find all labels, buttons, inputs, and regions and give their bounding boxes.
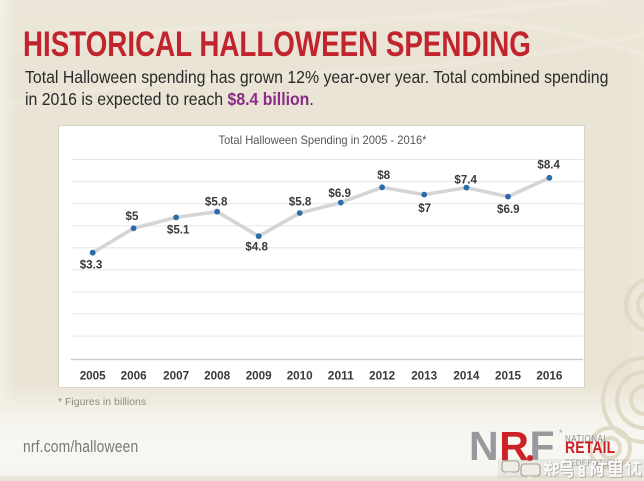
svg-text:2014: 2014 [453, 369, 479, 383]
svg-text:2010: 2010 [287, 369, 313, 383]
svg-text:Total Halloween Spending in 20: Total Halloween Spending in 2005 - 2016* [219, 133, 427, 147]
svg-text:$8.4: $8.4 [537, 158, 560, 171]
svg-text:$8: $8 [377, 169, 390, 182]
svg-text:2013: 2013 [411, 369, 437, 383]
svg-text:$6.9: $6.9 [497, 203, 520, 216]
svg-text:2012: 2012 [369, 369, 395, 383]
svg-text:$5.8: $5.8 [289, 196, 312, 209]
svg-text:$4.8: $4.8 [245, 240, 268, 253]
svg-text:$3.3: $3.3 [80, 259, 103, 272]
svg-text:2007: 2007 [163, 369, 189, 383]
svg-text:2009: 2009 [246, 369, 272, 383]
svg-text:$7: $7 [418, 202, 431, 215]
svg-text:2011: 2011 [328, 369, 354, 383]
svg-text:$7.4: $7.4 [454, 173, 477, 186]
svg-text:$6.9: $6.9 [328, 187, 351, 200]
svg-text:2006: 2006 [121, 369, 147, 383]
svg-text:2008: 2008 [204, 369, 230, 383]
svg-text:2005: 2005 [80, 369, 106, 383]
svg-text:$5: $5 [126, 210, 139, 223]
svg-text:$5.1: $5.1 [167, 224, 190, 237]
svg-text:2015: 2015 [495, 369, 521, 383]
svg-text:$5.8: $5.8 [205, 196, 228, 209]
svg-text:2016: 2016 [536, 369, 562, 383]
